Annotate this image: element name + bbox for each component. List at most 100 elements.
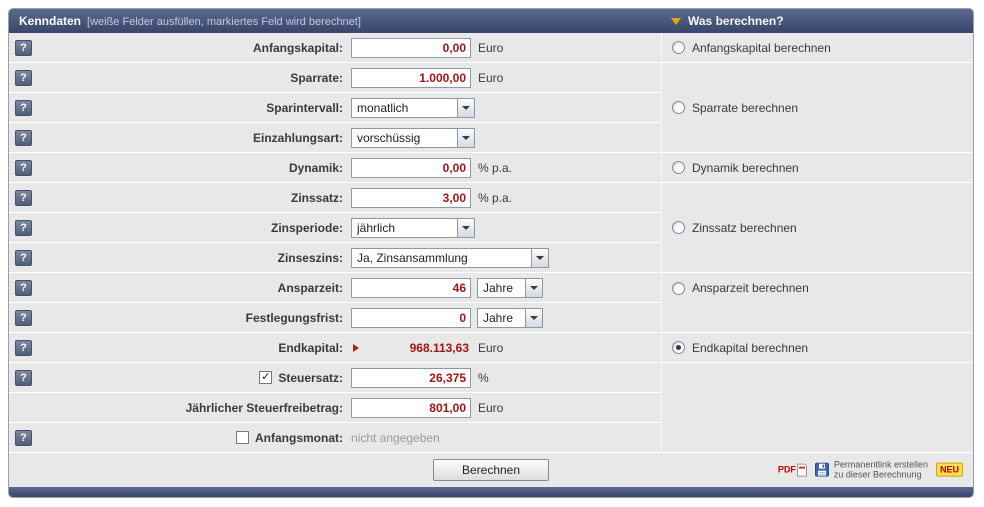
dropdown-arrow-icon: [536, 255, 544, 260]
anfangskapital-input[interactable]: [351, 37, 471, 58]
radio-icon[interactable]: [672, 41, 685, 54]
ansparzeit-label: Ansparzeit:: [277, 280, 343, 295]
anfangsmonat-checkbox[interactable]: [236, 431, 249, 444]
einzahlungsart-select-value: vorschüssig: [357, 130, 421, 145]
zinseszins-select-value: Ja, Zinsansammlung: [357, 250, 468, 265]
panel-header-left: Kenndaten [weiße Felder ausfüllen, marki…: [9, 14, 661, 28]
dropdown-button[interactable]: [525, 278, 542, 297]
radio-dynamik-berechnen[interactable]: Dynamik berechnen: [672, 161, 799, 175]
panel-body: ? Anfangskapital: Euro ? Sparrate: Euro …: [9, 33, 973, 453]
action-bar: Berechnen PDF Permanentlink erstellen zu…: [9, 453, 973, 487]
sparintervall-select[interactable]: monatlich: [351, 97, 475, 118]
zinseszins-select[interactable]: Ja, Zinsansammlung: [351, 247, 549, 268]
sparrate-input[interactable]: [351, 67, 471, 88]
radio-sparrate-berechnen[interactable]: Sparrate berechnen: [672, 101, 798, 115]
action-icons: PDF Permanentlink erstellen zu dieser Be…: [778, 460, 963, 481]
endkapital-value: 968.113,63: [409, 340, 469, 355]
sparintervall-label: Sparintervall:: [266, 100, 343, 115]
steuerfreibetrag-input[interactable]: [351, 397, 471, 418]
dropdown-button[interactable]: [525, 308, 542, 327]
steuerfreibetrag-unit: Euro: [478, 400, 504, 415]
help-button[interactable]: ?: [15, 39, 32, 56]
panel-footer-bar: [9, 487, 973, 497]
anfangskapital-label: Anfangskapital:: [252, 40, 343, 55]
pdf-icon: PDF: [777, 465, 796, 475]
dynamik-label: Dynamik:: [288, 160, 343, 175]
steuerfreibetrag-label: Jährlicher Steuerfreibetrag:: [185, 400, 343, 415]
berechnen-button[interactable]: Berechnen: [432, 459, 550, 481]
help-button[interactable]: ?: [15, 129, 32, 146]
berechnen-options-column: Anfangskapital berechnen Sparrate berech…: [661, 33, 973, 453]
radio-anfangskapital-berechnen[interactable]: Anfangskapital berechnen: [672, 41, 831, 55]
row-einzahlungsart: ? Einzahlungsart: vorschüssig: [9, 123, 661, 153]
radio-label: Ansparzeit berechnen: [692, 281, 809, 295]
pdf-page-icon: [796, 463, 807, 477]
dynamik-input[interactable]: [351, 157, 471, 178]
help-button[interactable]: ?: [15, 189, 32, 206]
help-button[interactable]: ?: [15, 249, 32, 266]
festlegungsfrist-input[interactable]: [351, 307, 471, 328]
permalink-button[interactable]: Permanentlink erstellen zu dieser Berech…: [814, 460, 928, 481]
dropdown-button[interactable]: [457, 128, 474, 147]
radio-zinssatz-berechnen[interactable]: Zinssatz berechnen: [672, 221, 797, 235]
zinsperiode-select[interactable]: jährlich: [351, 217, 475, 238]
row-sparintervall: ? Sparintervall: monatlich: [9, 93, 661, 123]
anfangskapital-unit: Euro: [478, 40, 504, 55]
panel-title-note: [weiße Felder ausfüllen, markiertes Feld…: [87, 16, 361, 28]
radio-endkapital-berechnen[interactable]: Endkapital berechnen: [672, 341, 808, 355]
help-button[interactable]: ?: [15, 279, 32, 296]
help-button[interactable]: ?: [15, 429, 32, 446]
fields-column: ? Anfangskapital: Euro ? Sparrate: Euro …: [9, 33, 661, 453]
help-button[interactable]: ?: [15, 159, 32, 176]
radio-ansparzeit-berechnen[interactable]: Ansparzeit berechnen: [672, 281, 809, 295]
zinsperiode-label: Zinsperiode:: [270, 220, 343, 235]
radio-icon[interactable]: [672, 221, 685, 234]
radio-cell-dynamik: Dynamik berechnen: [662, 153, 973, 183]
row-zinseszins: ? Zinseszins: Ja, Zinsansammlung: [9, 243, 661, 273]
radio-cell-sparrate: Sparrate berechnen: [662, 63, 973, 153]
sparrate-label: Sparrate:: [290, 70, 343, 85]
was-berechnen-label: Was berechnen?: [688, 14, 784, 28]
radio-icon[interactable]: [672, 281, 685, 295]
dynamik-unit: % p.a.: [478, 160, 513, 175]
dropdown-arrow-icon: [462, 225, 470, 230]
radio-cell-zinssatz: Zinssatz berechnen: [662, 183, 973, 273]
dropdown-button[interactable]: [457, 218, 474, 237]
sparrate-unit: Euro: [478, 70, 504, 85]
radio-icon[interactable]: [672, 161, 685, 174]
ansparzeit-unit-select[interactable]: Jahre: [477, 277, 543, 298]
permalink-label: Permanentlink erstellen zu dieser Berech…: [834, 460, 928, 481]
row-ansparzeit: ? Ansparzeit: Jahre: [9, 273, 661, 303]
row-anfangskapital: ? Anfangskapital: Euro: [9, 33, 661, 63]
row-anfangsmonat: ? Anfangsmonat: nicht angegeben: [9, 423, 661, 453]
help-button[interactable]: ?: [15, 339, 32, 356]
radio-icon-selected[interactable]: [672, 341, 685, 354]
einzahlungsart-select[interactable]: vorschüssig: [351, 127, 475, 148]
was-berechnen-toggle[interactable]: Was berechnen?: [661, 14, 973, 28]
help-button[interactable]: ?: [15, 69, 32, 86]
steuersatz-input[interactable]: [351, 367, 471, 388]
endkapital-label: Endkapital:: [278, 340, 343, 355]
help-button[interactable]: ?: [15, 309, 32, 326]
floppy-disk-icon: [814, 463, 829, 477]
zinseszins-label: Zinseszins:: [277, 250, 343, 265]
zinssatz-label: Zinssatz:: [290, 190, 343, 205]
row-endkapital: ? Endkapital: 968.113,63 Euro: [9, 333, 661, 363]
dropdown-arrow-icon: [530, 315, 538, 320]
steuersatz-checkbox[interactable]: [259, 371, 273, 384]
help-button[interactable]: ?: [15, 99, 32, 116]
zinsperiode-select-value: jährlich: [357, 220, 396, 235]
radio-cell-endkapital: Endkapital berechnen: [662, 333, 973, 363]
panel-title: Kenndaten: [19, 14, 82, 28]
dropdown-arrow-icon: [530, 285, 538, 290]
dropdown-button[interactable]: [531, 248, 548, 267]
help-button[interactable]: ?: [15, 219, 32, 236]
help-button[interactable]: ?: [15, 369, 32, 386]
ansparzeit-input[interactable]: [351, 277, 471, 298]
pdf-export-button[interactable]: PDF: [777, 463, 807, 477]
row-dynamik: ? Dynamik: % p.a.: [9, 153, 661, 183]
zinssatz-input[interactable]: [351, 187, 471, 208]
festlegungsfrist-unit-select[interactable]: Jahre: [477, 307, 543, 328]
radio-icon[interactable]: [672, 101, 685, 114]
dropdown-button[interactable]: [457, 98, 474, 117]
